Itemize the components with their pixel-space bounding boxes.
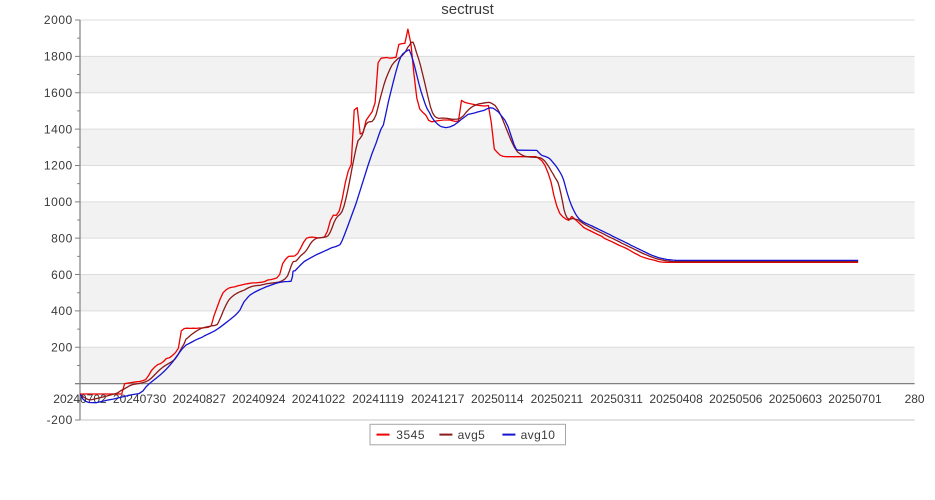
svg-text:20250506: 20250506 [709, 392, 763, 406]
svg-text:20250603: 20250603 [769, 392, 823, 406]
svg-text:avg5: avg5 [458, 428, 486, 442]
svg-text:20250311: 20250311 [590, 392, 643, 406]
svg-text:20250701: 20250701 [828, 392, 882, 406]
svg-text:3545: 3545 [396, 428, 425, 442]
svg-text:sectrust: sectrust [441, 1, 494, 18]
svg-text:2000: 2000 [44, 13, 73, 27]
svg-text:1200: 1200 [44, 159, 73, 173]
svg-text:20250114: 20250114 [471, 392, 524, 406]
svg-text:280: 280 [905, 392, 925, 406]
svg-text:1400: 1400 [44, 122, 73, 136]
svg-text:-200: -200 [47, 413, 73, 427]
svg-text:1800: 1800 [44, 50, 73, 64]
svg-text:20241119: 20241119 [352, 392, 404, 406]
svg-text:20240924: 20240924 [232, 392, 286, 406]
svg-text:20250211: 20250211 [531, 392, 584, 406]
svg-text:20241022: 20241022 [292, 392, 346, 406]
svg-text:600: 600 [51, 268, 73, 282]
svg-text:1000: 1000 [44, 195, 73, 209]
svg-text:1600: 1600 [44, 86, 73, 100]
svg-text:800: 800 [51, 231, 73, 245]
svg-text:20250408: 20250408 [649, 392, 703, 406]
svg-text:20241217: 20241217 [411, 392, 465, 406]
svg-text:avg10: avg10 [521, 428, 556, 442]
svg-text:20240827: 20240827 [173, 392, 227, 406]
svg-text:400: 400 [51, 304, 73, 318]
svg-text:200: 200 [51, 340, 73, 354]
